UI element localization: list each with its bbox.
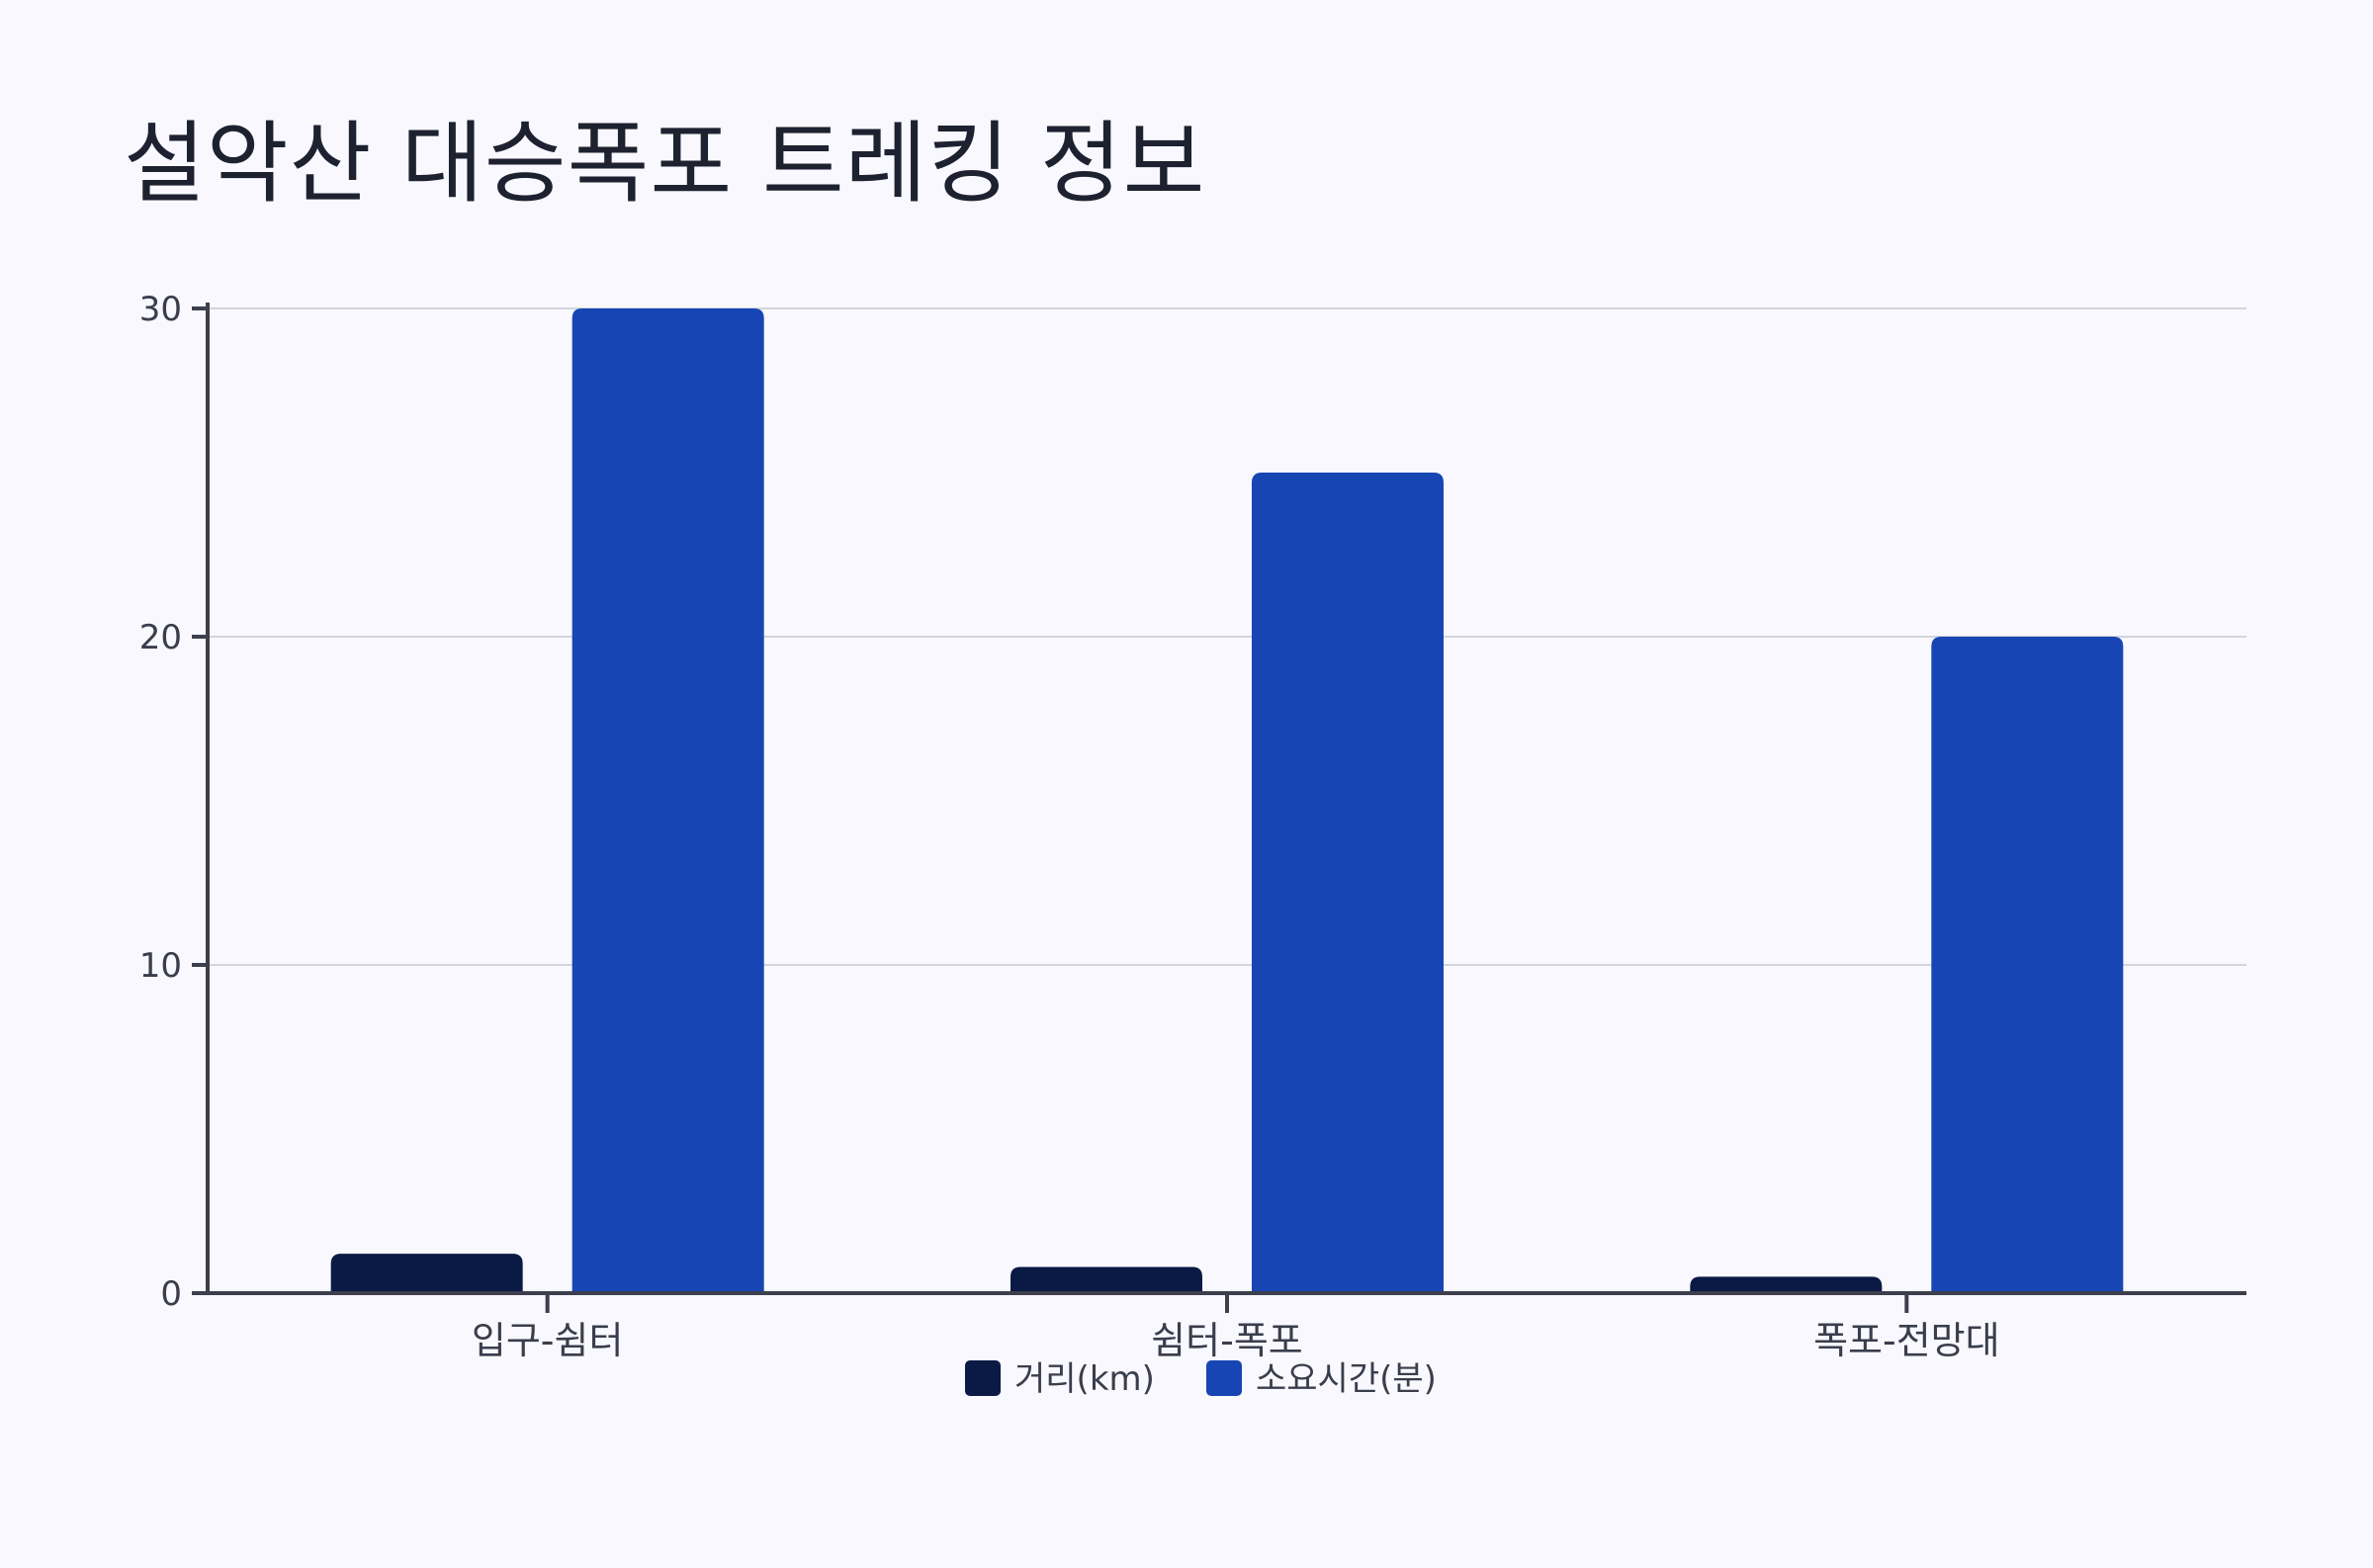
axis-labels: 0 10 20 30 입구-쉼터 쉼터-폭포 폭포-전망대 — [139, 290, 2000, 1362]
y-tick-label: 0 — [160, 1274, 182, 1314]
x-tick-label: 쉼터-폭포 — [1151, 1319, 1303, 1362]
axes — [192, 303, 2246, 1313]
bars — [330, 308, 2124, 1293]
gridlines — [208, 307, 2246, 966]
x-tick-label: 폭포-전망대 — [1813, 1319, 2000, 1362]
legend-label: 소요시간(분) — [1256, 1359, 1437, 1399]
bar-duration-2 — [1252, 473, 1444, 1293]
legend-swatch — [965, 1360, 1001, 1396]
bar-duration-3 — [1931, 637, 2124, 1293]
legend-swatch — [1206, 1360, 1242, 1396]
y-tick-label: 20 — [139, 618, 182, 657]
bar-distance-3 — [1690, 1276, 1883, 1293]
x-tick-label: 입구-쉼터 — [472, 1319, 624, 1362]
bar-duration-1 — [571, 308, 764, 1293]
y-tick-label: 10 — [139, 946, 182, 986]
legend-label: 거리(km) — [1014, 1359, 1155, 1399]
bar-distance-2 — [1011, 1266, 1202, 1293]
legend: 거리(km) 소요시간(분) — [965, 1359, 1437, 1399]
bar-distance-1 — [330, 1254, 523, 1293]
y-tick-label: 30 — [139, 290, 182, 329]
chart-title: 설악산 대승폭포 트레킹 정보 — [124, 112, 1206, 216]
